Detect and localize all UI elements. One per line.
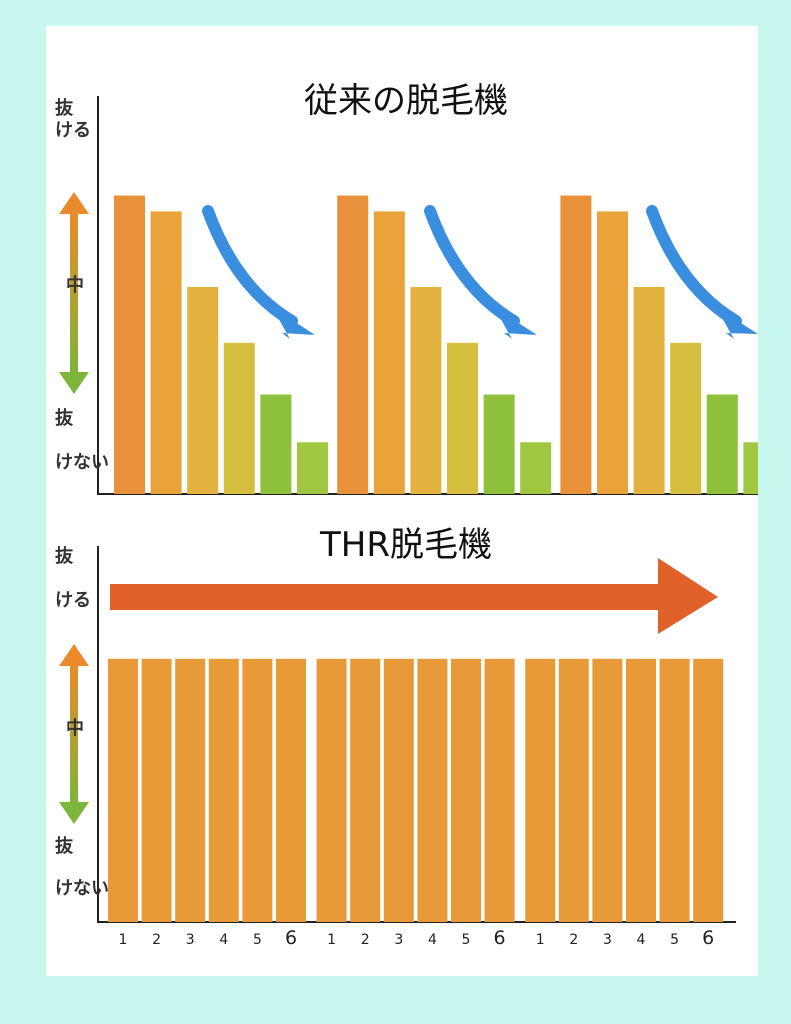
chart-2-bar <box>242 658 273 922</box>
chart-1-bar <box>743 442 758 494</box>
chart-1-scale-bottom-label-1: 抜 <box>55 407 74 429</box>
x-tick-label: 1 <box>119 932 128 948</box>
chart-1-bar <box>520 442 552 494</box>
x-tick-label: 2 <box>569 932 578 948</box>
chart-1-bar <box>114 195 145 494</box>
flat-arrow-icon <box>110 558 718 634</box>
chart-2-bar <box>316 658 347 922</box>
chart-1-bar <box>223 342 255 494</box>
x-tick-label: 4 <box>219 932 228 948</box>
chart-2-scale-bottom-label-1: 抜 <box>55 835 74 857</box>
x-tick-label: 5 <box>462 932 471 948</box>
chart-1-bar <box>150 211 182 494</box>
chart-2-bar <box>525 658 556 922</box>
trend-arrow-icon <box>202 205 315 339</box>
chart-1-scale-bar <box>70 211 78 376</box>
x-tick-label: 2 <box>152 932 161 948</box>
chart-2-bar <box>108 658 138 922</box>
chart-1: 従来の脱毛機 抜 ける 中 抜 けない <box>55 81 758 495</box>
chart-2-bar <box>693 658 724 922</box>
chart-2-scale-indicator: 抜 ける 中 抜 けない <box>55 545 109 899</box>
chart-1-bars <box>114 195 758 494</box>
x-tick-label: 6 <box>285 927 297 949</box>
chart-1-bar <box>597 211 628 494</box>
chart-2-bar <box>659 658 690 922</box>
chart-1-bar <box>187 287 219 494</box>
chart-2-scale-top-label-1: 抜 <box>55 545 74 567</box>
chart-2: THR脱毛機 抜 ける 中 抜 けない 1 2 3 4 5 6 1 2 3 4 5 6 1 2 3 4 5 6 <box>55 525 736 949</box>
x-tick-label: 3 <box>394 932 403 948</box>
chart-2-scale-up-arrowhead <box>59 644 89 666</box>
chart-2-bars <box>108 658 724 922</box>
chart-2-bar <box>558 658 589 922</box>
x-tick-label: 5 <box>670 932 679 948</box>
x-tick-label: 2 <box>361 932 370 948</box>
chart-2-bar <box>276 658 306 922</box>
chart-2-bar <box>208 658 239 922</box>
chart-1-bar <box>633 287 665 494</box>
chart-1-scale-top-label-2: ける <box>55 120 91 141</box>
chart-1-scale-top-label-1: 抜 <box>55 97 74 119</box>
chart-2-scale-top-label-2: ける <box>55 590 91 611</box>
chart-1-scale-middle-label: 中 <box>66 274 84 296</box>
chart-2-title: THR脱毛機 <box>319 525 492 565</box>
chart-2-bar <box>141 658 172 922</box>
chart-2-bar <box>484 658 515 922</box>
x-tick-label: 4 <box>637 932 646 948</box>
chart-2-bar <box>383 658 414 922</box>
chart-1-scale-indicator: 抜 ける 中 抜 けない <box>55 97 109 473</box>
chart-1-scale-bottom-label-2: けない <box>55 452 109 473</box>
chart-canvas: 従来の脱毛機 抜 ける 中 抜 けない <box>55 81 758 949</box>
chart-1-bar <box>560 195 592 494</box>
chart-2-scale-bar <box>70 664 78 804</box>
chart-1-bar <box>337 195 369 494</box>
x-tick-label: 3 <box>186 932 195 948</box>
x-tick-label: 6 <box>494 927 506 949</box>
chart-2-scale-bottom-label-2: けない <box>55 878 109 899</box>
chart-2-bar <box>350 658 381 922</box>
x-tick-label: 1 <box>327 932 336 948</box>
chart-1-bar <box>483 394 515 494</box>
x-tick-label: 3 <box>603 932 612 948</box>
chart-2-bar <box>626 658 656 922</box>
chart-1-bar <box>410 287 442 494</box>
trend-arrow-icon <box>646 205 758 339</box>
chart-2-x-tick-labels: 1 2 3 4 5 6 1 2 3 4 5 6 1 2 3 4 5 6 <box>119 927 715 949</box>
chart-1-bar <box>297 442 328 494</box>
chart-1-bar <box>670 342 702 494</box>
chart-1-title: 従来の脱毛機 <box>304 81 508 121</box>
chart-card: 従来の脱毛機 抜 ける 中 抜 けない <box>46 26 758 976</box>
chart-2-scale-down-arrowhead <box>59 802 89 824</box>
chart-1-bar <box>373 211 405 494</box>
chart-1-bar <box>260 394 292 494</box>
chart-2-bar <box>175 658 206 922</box>
x-tick-label: 4 <box>428 932 437 948</box>
chart-2-bar <box>592 658 623 922</box>
x-tick-label: 6 <box>702 927 714 949</box>
chart-2-bar <box>417 658 448 922</box>
chart-2-scale-middle-label: 中 <box>66 717 84 739</box>
chart-2-bar <box>451 658 481 922</box>
x-tick-label: 1 <box>536 932 545 948</box>
chart-1-trend-arrows <box>202 205 758 339</box>
chart-1-bar <box>447 342 478 494</box>
chart-1-scale-up-arrowhead <box>59 192 89 214</box>
trend-arrow-icon <box>424 205 537 339</box>
x-tick-label: 5 <box>253 932 262 948</box>
chart-1-bar <box>706 394 738 494</box>
chart-1-scale-down-arrowhead <box>59 372 89 394</box>
